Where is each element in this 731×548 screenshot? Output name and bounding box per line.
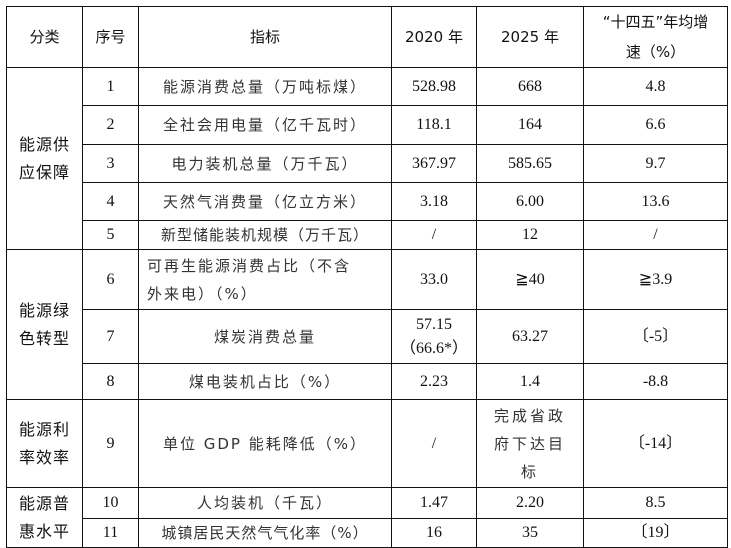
category-cell: 能源利 率效率 [6,399,83,488]
row-number: 6 [82,249,139,310]
value-2020: 528.98 [391,67,477,106]
growth-cell: 13.6 [583,182,728,221]
indicator-cell: 电力装机总量（万千瓦） [138,144,392,183]
row-number: 7 [82,309,139,364]
value-2025: 668 [476,67,584,106]
row-number: 2 [82,105,139,145]
value-2020: 33.0 [391,249,477,310]
value-2020: 118.1 [391,105,477,145]
table-row: 4 天然气消费量（亿立方米） 3.18 6.00 13.6 [7,182,728,221]
table-row: 8 煤电装机占比（%） 2.23 1.4 -8.8 [7,363,728,400]
value-2025: 完成省政 府下达目 标 [476,399,584,488]
row-number: 8 [82,363,139,400]
value-2025: 6.00 [476,182,584,221]
row-number: 10 [82,487,139,519]
energy-indicators-table: 分类 序号 指标 2020 年 2025 年 “十四五”年均增 速（%） 能源供… [6,6,728,548]
indicator-cell: 单位 GDP 能耗降低（%） [138,399,392,488]
category-cell: 能源供 应保障 [6,67,83,250]
row-number: 9 [82,399,139,488]
value-2020: 1.47 [391,487,477,519]
header-category: 分类 [6,6,83,68]
table-row: 能源供 应保障 1 能源消费总量（万吨标煤） 528.98 668 4.8 [6,67,728,250]
indicator-cell: 全社会用电量（亿千瓦时） [138,105,392,145]
value-2025: 63.27 [476,309,584,364]
value-2020: 16 [391,518,477,548]
header-growth: “十四五”年均增 速（%） [583,6,728,68]
category-cell: 能源普 惠水平 [6,487,83,548]
growth-cell: 9.7 [583,144,728,183]
value-2025: 2.20 [476,487,584,519]
header-2025: 2025 年 [476,6,584,68]
row-number: 11 [82,518,139,548]
growth-cell: 〔-5〕 [583,309,728,364]
indicator-cell: 煤炭消费总量 [138,309,392,364]
value-2025: 35 [476,518,584,548]
header-indicator: 指标 [138,6,392,68]
row-number: 4 [82,182,139,221]
table-row: 能源利 率效率 9 单位 GDP 能耗降低（%） / 完成省政 府下达目 标 〔… [6,399,728,488]
growth-cell: ≧3.9 [583,249,728,310]
value-2025: 1.4 [476,363,584,400]
table-row: 3 电力装机总量（万千瓦） 367.97 585.65 9.7 [7,144,728,183]
table-row: 7 煤炭消费总量 57.15 （66.6*） 63.27 〔-5〕 [7,309,728,364]
value-2025: 12 [476,220,584,250]
table-row: 能源绿 色转型 6 可再生能源消费占比（不含 外来电）（%） 33.0 ≧40 … [6,249,728,400]
indicator-cell: 新型储能装机规模（万千瓦） [138,220,392,250]
category-cell: 能源绿 色转型 [6,249,83,400]
table-row: 11 城镇居民天然气气化率（%） 16 35 〔19〕 [7,518,728,548]
table-row: 2 全社会用电量（亿千瓦时） 118.1 164 6.6 [7,105,728,145]
value-2025: 585.65 [476,144,584,183]
growth-cell: -8.8 [583,363,728,400]
value-2020: / [391,399,477,488]
indicator-cell: 可再生能源消费占比（不含 外来电）（%） [138,249,392,310]
value-2020: 57.15 （66.6*） [391,309,477,364]
value-2020: 3.18 [391,182,477,221]
growth-cell: / [583,220,728,250]
row-number: 3 [82,144,139,183]
table-row: 能源普 惠水平 10 人均装机（千瓦） 1.47 2.20 8.5 [6,487,728,548]
growth-cell: 4.8 [583,67,728,106]
value-2020: / [391,220,477,250]
indicator-cell: 城镇居民天然气气化率（%） [138,518,392,548]
growth-cell: 6.6 [583,105,728,145]
growth-cell: 〔19〕 [583,518,728,548]
header-number: 序号 [82,6,139,68]
header-2020: 2020 年 [391,6,477,68]
indicator-cell: 人均装机（千瓦） [138,487,392,519]
value-2020: 367.97 [391,144,477,183]
growth-cell: 8.5 [583,487,728,519]
table-row: 5 新型储能装机规模（万千瓦） / 12 / [7,220,728,250]
growth-cell: 〔-14〕 [583,399,728,488]
value-2020: 2.23 [391,363,477,400]
value-2025: ≧40 [476,249,584,310]
indicator-cell: 煤电装机占比（%） [138,363,392,400]
indicator-cell: 天然气消费量（亿立方米） [138,182,392,221]
value-2025: 164 [476,105,584,145]
row-number: 1 [82,67,139,106]
indicator-cell: 能源消费总量（万吨标煤） [138,67,392,106]
row-number: 5 [82,220,139,250]
header-row: 分类 序号 指标 2020 年 2025 年 “十四五”年均增 速（%） [6,6,728,68]
